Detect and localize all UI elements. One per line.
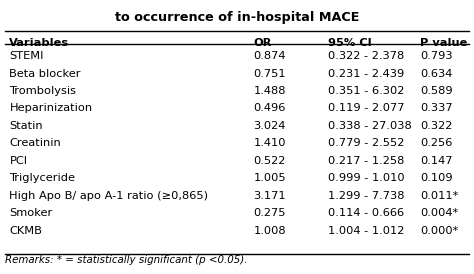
Text: Trombolysis: Trombolysis bbox=[9, 86, 76, 96]
Text: OR: OR bbox=[253, 38, 272, 48]
Text: High Apo B/ apo A-1 ratio (≥0,865): High Apo B/ apo A-1 ratio (≥0,865) bbox=[9, 191, 209, 201]
Text: Creatinin: Creatinin bbox=[9, 138, 61, 148]
Text: 0.147: 0.147 bbox=[420, 156, 453, 166]
Text: 0.114 - 0.666: 0.114 - 0.666 bbox=[328, 208, 404, 218]
Text: P value: P value bbox=[420, 38, 468, 48]
Text: 0.496: 0.496 bbox=[253, 104, 286, 113]
Text: 0.351 - 6.302: 0.351 - 6.302 bbox=[328, 86, 404, 96]
Text: 0.004*: 0.004* bbox=[420, 208, 459, 218]
Text: 1.488: 1.488 bbox=[253, 86, 286, 96]
Text: 0.634: 0.634 bbox=[420, 68, 453, 79]
Text: 3.024: 3.024 bbox=[253, 121, 286, 131]
Text: Beta blocker: Beta blocker bbox=[9, 68, 81, 79]
Text: 0.793: 0.793 bbox=[420, 51, 453, 61]
Text: 0.275: 0.275 bbox=[253, 208, 286, 218]
Text: to occurrence of in-hospital MACE: to occurrence of in-hospital MACE bbox=[115, 11, 359, 24]
Text: 0.779 - 2.552: 0.779 - 2.552 bbox=[328, 138, 404, 148]
Text: 0.231 - 2.439: 0.231 - 2.439 bbox=[328, 68, 404, 79]
Text: 0.256: 0.256 bbox=[420, 138, 453, 148]
Text: Heparinization: Heparinization bbox=[9, 104, 92, 113]
Text: 95% CI: 95% CI bbox=[328, 38, 371, 48]
Text: 1.008: 1.008 bbox=[253, 226, 286, 236]
Text: 1.005: 1.005 bbox=[253, 173, 286, 183]
Text: 0.119 - 2.077: 0.119 - 2.077 bbox=[328, 104, 404, 113]
Text: 1.004 - 1.012: 1.004 - 1.012 bbox=[328, 226, 404, 236]
Text: 0.751: 0.751 bbox=[253, 68, 286, 79]
Text: CKMB: CKMB bbox=[9, 226, 42, 236]
Text: Smoker: Smoker bbox=[9, 208, 53, 218]
Text: PCI: PCI bbox=[9, 156, 27, 166]
Text: 3.171: 3.171 bbox=[253, 191, 286, 201]
Text: Statin: Statin bbox=[9, 121, 43, 131]
Text: Remarks: * = statistically significant (p <0.05).: Remarks: * = statistically significant (… bbox=[5, 255, 247, 265]
Text: 0.589: 0.589 bbox=[420, 86, 453, 96]
Text: 0.322: 0.322 bbox=[420, 121, 453, 131]
Text: 0.000*: 0.000* bbox=[420, 226, 459, 236]
Text: 1.299 - 7.738: 1.299 - 7.738 bbox=[328, 191, 404, 201]
Text: 0.874: 0.874 bbox=[253, 51, 286, 61]
Text: 0.522: 0.522 bbox=[253, 156, 286, 166]
Text: Triglyceride: Triglyceride bbox=[9, 173, 75, 183]
Text: STEMI: STEMI bbox=[9, 51, 44, 61]
Text: 0.337: 0.337 bbox=[420, 104, 453, 113]
Text: 0.217 - 1.258: 0.217 - 1.258 bbox=[328, 156, 404, 166]
Text: 0.109: 0.109 bbox=[420, 173, 453, 183]
Text: 1.410: 1.410 bbox=[253, 138, 286, 148]
Text: 0.011*: 0.011* bbox=[420, 191, 459, 201]
Text: 0.338 - 27.038: 0.338 - 27.038 bbox=[328, 121, 411, 131]
Text: 0.999 - 1.010: 0.999 - 1.010 bbox=[328, 173, 404, 183]
Text: 0.322 - 2.378: 0.322 - 2.378 bbox=[328, 51, 404, 61]
Text: Variables: Variables bbox=[9, 38, 70, 48]
